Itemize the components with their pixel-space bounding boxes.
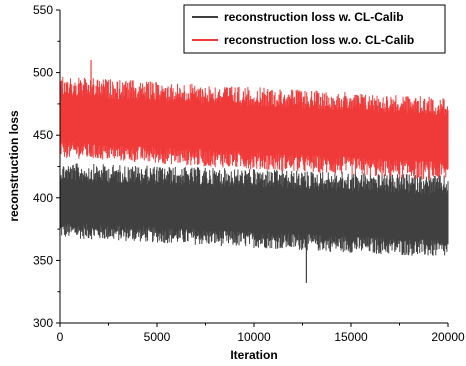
x-tick-label: 5000 [144,330,171,344]
y-tick-label: 450 [33,128,53,142]
legend: reconstruction loss w. CL-Calib reconstr… [183,4,446,54]
legend-label-w-cl-calib: reconstruction loss w. CL-Calib [224,10,404,24]
y-tick-label: 400 [33,191,53,205]
legend-box [183,4,446,54]
y-tick-label: 300 [33,316,53,330]
y-tick-label: 550 [33,3,53,17]
legend-label-wo-cl-calib: reconstruction loss w.o. CL-Calib [224,33,414,47]
x-tick-label: 15000 [334,330,368,344]
x-tick-label: 20000 [431,330,465,344]
y-tick-label: 500 [33,66,53,80]
series-0-core [59,197,449,227]
x-tick-label: 10000 [237,330,271,344]
y-axis-label: reconstruction loss [7,110,21,222]
series-1-core [59,115,449,145]
x-tick-label: 0 [57,330,64,344]
ticks: 0 5000 10000 15000 20000 300 350 400 450 500 550 [33,3,465,344]
x-axis-label: Iteration [230,348,277,362]
plot-series [59,60,449,283]
y-tick-label: 350 [33,253,53,267]
